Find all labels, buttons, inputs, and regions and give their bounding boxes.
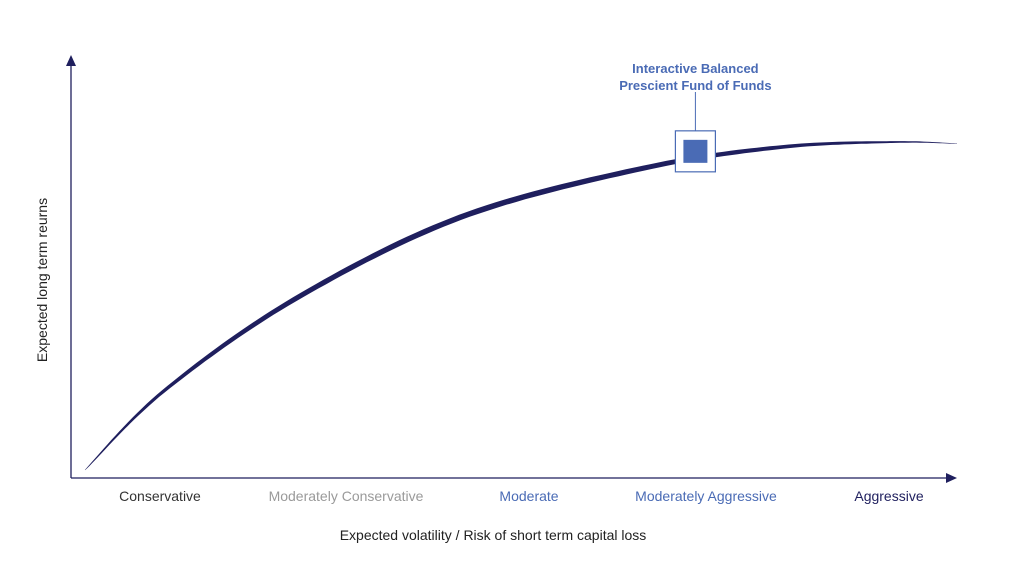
y-axis-arrow-icon xyxy=(66,55,76,66)
x-tick-label: Moderate xyxy=(499,488,558,504)
x-axis-arrow-icon xyxy=(946,473,957,483)
x-axis-label: Expected volatility / Risk of short term… xyxy=(340,527,647,543)
x-tick-label: Aggressive xyxy=(854,488,923,504)
x-tick-label: Conservative xyxy=(119,488,201,504)
fund-marker xyxy=(683,139,708,163)
marker-layer: Interactive Balanced Prescient Fund of Fu… xyxy=(619,61,772,173)
y-axis-label: Expected long term reurns xyxy=(34,198,50,362)
annotation-label: Interactive Balanced xyxy=(632,61,759,76)
label-layer: Expected volatility / Risk of short term… xyxy=(34,198,924,543)
axes xyxy=(66,55,957,483)
series-line xyxy=(84,141,957,471)
annotation-label: Prescient Fund of Funds xyxy=(619,78,771,93)
curve-layer xyxy=(84,141,957,471)
x-tick-label: Moderately Conservative xyxy=(269,488,424,504)
x-tick-label: Moderately Aggressive xyxy=(635,488,777,504)
